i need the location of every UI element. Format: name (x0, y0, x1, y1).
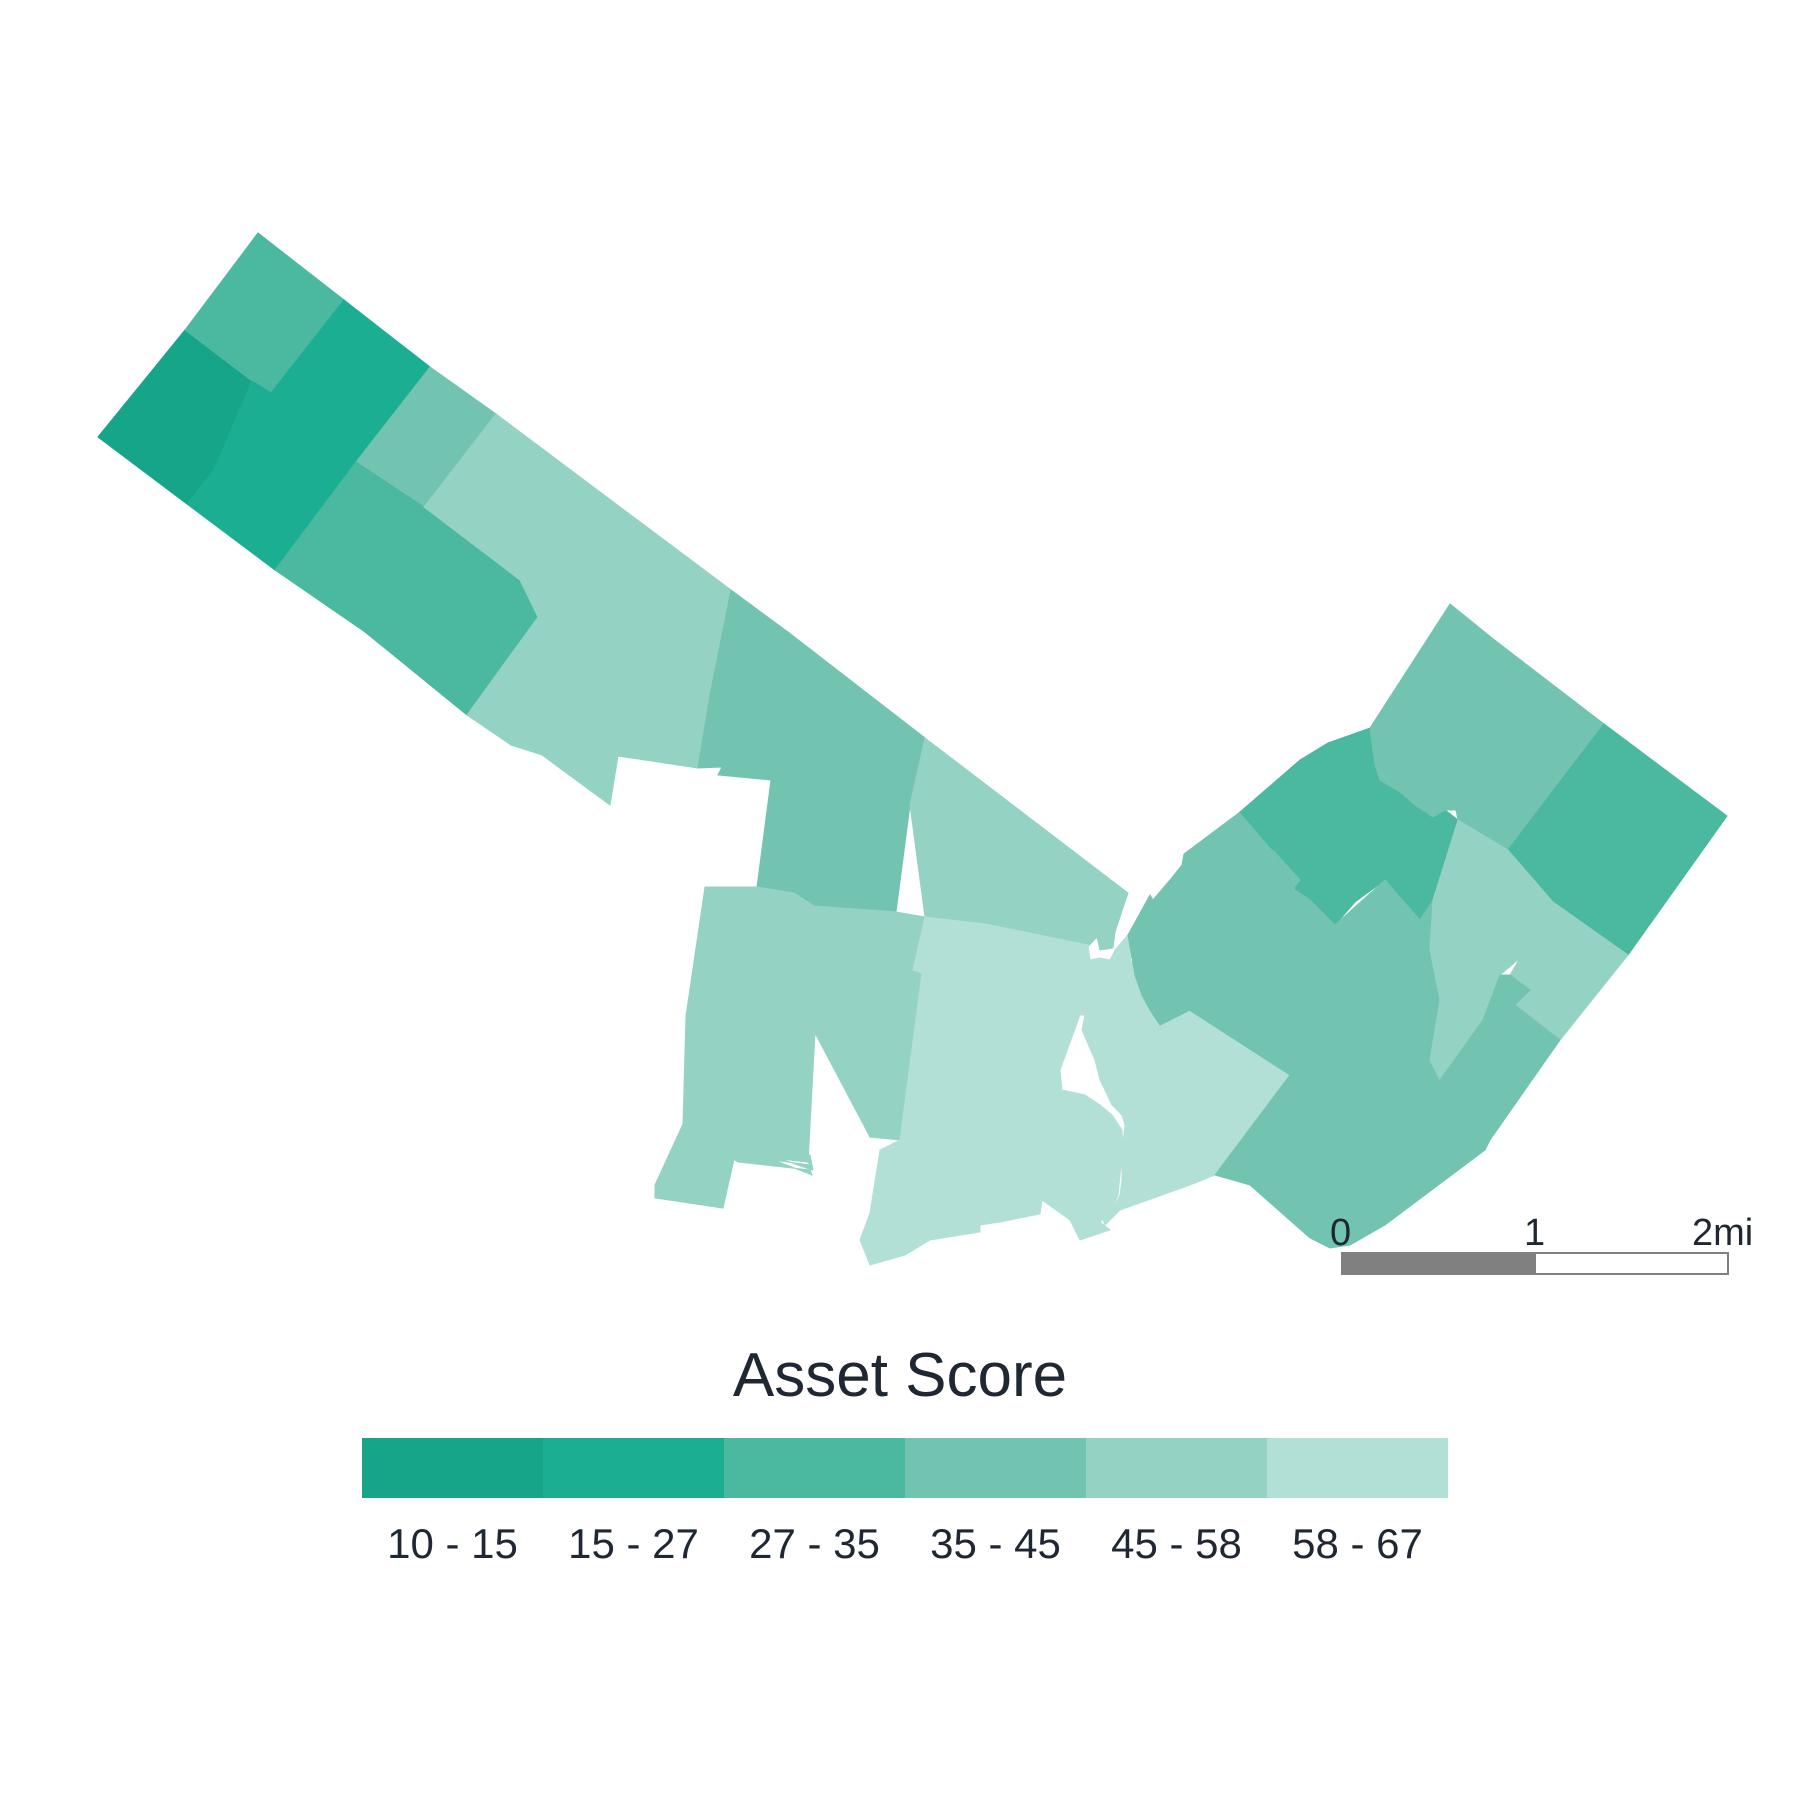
legend-color-bar (362, 1438, 1448, 1498)
scale-bar (1341, 1252, 1729, 1275)
legend-title: Asset Score (732, 1341, 1068, 1410)
legend-label: 10 - 15 (387, 1520, 518, 1567)
map-region[interactable] (1081, 894, 1291, 1226)
map-region[interactable] (1134, 964, 1301, 1076)
legend-label: 15 - 27 (568, 1520, 699, 1567)
map-region[interactable] (859, 1068, 1124, 1266)
legend-swatch (1086, 1438, 1267, 1498)
scale-label-1: 1 (1524, 1212, 1546, 1254)
legend-labels: 10 - 15 15 - 27 27 - 35 35 - 45 45 - 58 … (362, 1520, 1448, 1568)
legend-label: 58 - 67 (1292, 1520, 1423, 1567)
legend-label: 35 - 45 (930, 1520, 1061, 1567)
scale-bar-filled-segment (1341, 1252, 1536, 1275)
legend-label: 45 - 58 (1111, 1520, 1242, 1567)
legend-label: 27 - 35 (749, 1520, 880, 1567)
legend-swatch (905, 1438, 1086, 1498)
legend-swatch (543, 1438, 724, 1498)
map-regions (97, 232, 1728, 1266)
map-region[interactable] (1439, 974, 1561, 1152)
scale-label-2mi: 2mi (1692, 1212, 1754, 1254)
scale-label-0: 0 (1330, 1212, 1352, 1254)
scale-bar-empty-segment (1534, 1252, 1729, 1275)
legend-swatch (1267, 1438, 1448, 1498)
map-region[interactable] (654, 1123, 813, 1209)
map-region[interactable] (685, 886, 816, 1034)
legend-swatch (362, 1438, 543, 1498)
legend-swatch (724, 1438, 905, 1498)
